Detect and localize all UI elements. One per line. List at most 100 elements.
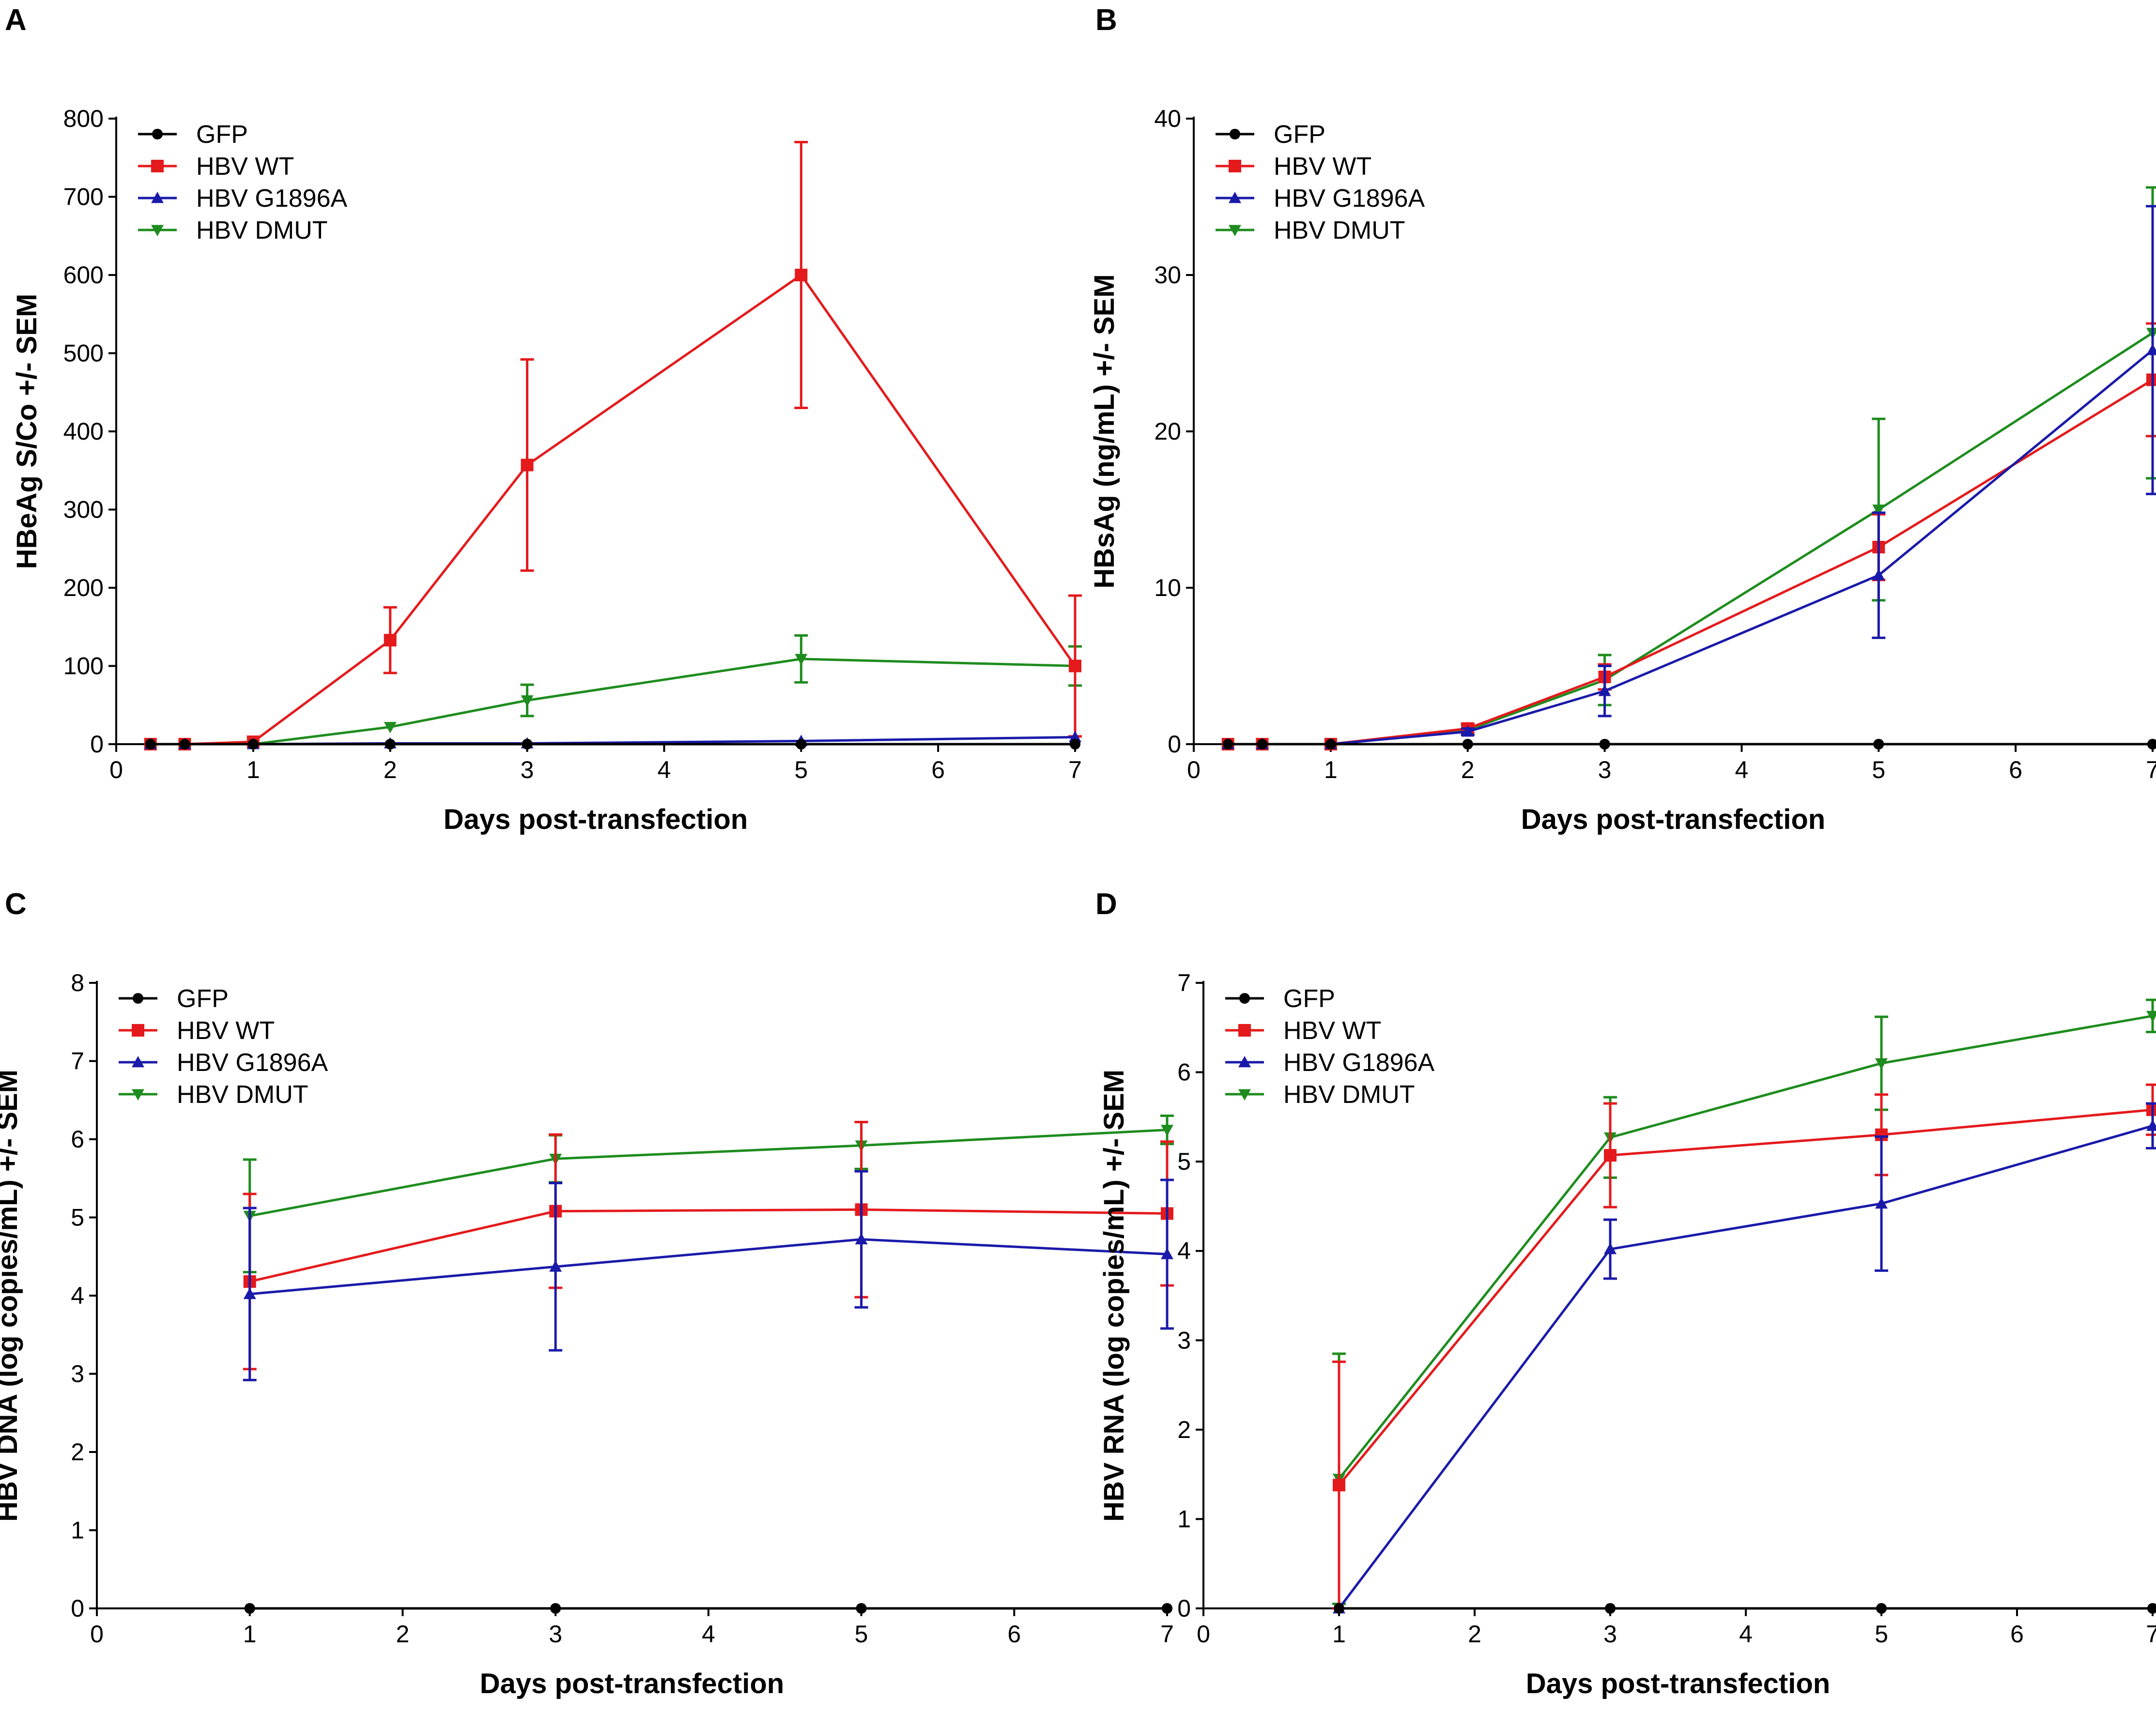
series-line <box>150 657 1076 746</box>
x-tick-label: 5 <box>794 756 808 783</box>
legend: GFP HBV WT HBV G1896A HBV DMUT <box>138 121 347 245</box>
panel-b: B 0 10 20 30 40 0 1 2 3 4 5 6 7 Days post-transfection… <box>1089 3 2156 835</box>
x-tick-label: 0 <box>90 1620 104 1648</box>
legend-label: GFP <box>1283 985 1335 1013</box>
data-point <box>1604 1603 1616 1614</box>
panel-letter: B <box>1095 3 1117 37</box>
data-point <box>796 738 807 750</box>
legend-label: HBV WT <box>1283 1017 1381 1045</box>
legend-label: HBV G1896A <box>177 1049 328 1077</box>
y-tick-label: 200 <box>63 574 104 601</box>
series-hbv-wt <box>1332 1083 2156 1610</box>
x-axis-title: Days post-transfection <box>480 1668 784 1699</box>
x-tick-label: 6 <box>2009 756 2022 783</box>
y-tick-label: 3 <box>71 1360 84 1388</box>
legend-label: GFP <box>1274 121 1325 149</box>
y-tick-label: 6 <box>71 1126 84 1153</box>
data-point <box>2146 373 2156 386</box>
series-hbv-dmut <box>144 634 1082 750</box>
data-point <box>1873 738 1884 750</box>
legend-marker <box>132 993 144 1004</box>
x-tick-label: 3 <box>1603 1620 1617 1648</box>
data-point <box>1461 725 1474 737</box>
y-tick-label: 100 <box>63 653 104 680</box>
legend-marker <box>1238 1089 1251 1101</box>
y-tick-label: 20 <box>1154 418 1181 445</box>
data-point <box>247 738 259 750</box>
y-tick-label: 400 <box>63 418 104 445</box>
y-tick-label: 7 <box>71 1048 84 1075</box>
legend: GFP HBV WT HBV G1896A HBV DMUT <box>1225 985 1434 1109</box>
data-point <box>1333 1603 1345 1614</box>
series-line <box>249 1129 1168 1217</box>
data-point <box>2146 1010 2156 1023</box>
y-tick-label: 30 <box>1154 261 1181 289</box>
legend-marker <box>151 192 164 203</box>
legend-label: HBV WT <box>1274 153 1371 181</box>
data-point <box>1325 738 1336 750</box>
x-tick-label: 3 <box>521 756 534 783</box>
x-tick-label: 4 <box>1735 756 1749 783</box>
series-line <box>1338 1108 2153 1486</box>
x-tick-label: 4 <box>1739 1620 1753 1648</box>
data-point <box>795 269 808 281</box>
y-tick-label: 800 <box>63 105 104 132</box>
series-line <box>249 1238 1168 1296</box>
x-tick-label: 2 <box>1468 1620 1481 1648</box>
data-point <box>2146 328 2156 339</box>
legend-marker <box>132 1024 144 1037</box>
series-hbv-dmut <box>1332 998 2156 1605</box>
y-tick-label: 2 <box>1177 1416 1191 1443</box>
legend-label: HBV DMUT <box>196 216 328 245</box>
x-axis-title: Days post-transfection <box>1526 1668 1830 1699</box>
panel-letter: C <box>5 887 27 921</box>
panel-a: A 0 100 200 300 400 500 600 700 800 0 1 2 3 4 5 6 7 Days p… <box>5 3 1082 835</box>
legend-marker <box>1229 225 1241 236</box>
y-tick-label: 40 <box>1154 105 1181 132</box>
legend-marker <box>152 128 163 140</box>
data-point <box>1876 1603 1887 1614</box>
legend-label: HBV G1896A <box>1274 184 1425 213</box>
data-point <box>2146 1119 2156 1131</box>
y-axis-title: HBV DNA (log copies/mL) +/- SEM <box>0 1070 23 1522</box>
y-tick-label: 10 <box>1154 574 1181 601</box>
y-tick-label: 0 <box>90 731 104 758</box>
legend-label: HBV WT <box>177 1017 275 1045</box>
y-tick-label: 300 <box>63 496 104 523</box>
series-hbv-dmut <box>1221 186 2156 750</box>
y-axis-title: HBV RNA (log copies/mL) +/- SEM <box>1098 1070 1130 1522</box>
x-tick-label: 7 <box>2146 756 2156 783</box>
legend-label: HBV DMUT <box>177 1081 308 1109</box>
x-tick-label: 1 <box>1324 756 1338 783</box>
data-point <box>1604 1243 1617 1254</box>
x-tick-label: 1 <box>243 1620 257 1648</box>
x-tick-label: 0 <box>1197 1620 1210 1648</box>
x-tick-label: 5 <box>1875 1620 1888 1648</box>
data-point <box>521 695 534 707</box>
series-line <box>150 273 1077 746</box>
x-tick-label: 6 <box>2010 1620 2024 1648</box>
x-tick-label: 4 <box>658 756 671 783</box>
legend-marker <box>1238 1024 1251 1037</box>
y-tick-label: 4 <box>71 1282 84 1309</box>
data-point <box>1257 738 1268 750</box>
x-tick-label: 5 <box>1872 756 1885 783</box>
panel-letter: D <box>1095 887 1117 921</box>
data-point <box>2146 1103 2156 1116</box>
data-point <box>179 738 190 750</box>
legend-marker <box>1229 192 1241 203</box>
legend-marker <box>1239 993 1250 1004</box>
data-point <box>1875 1197 1888 1209</box>
data-point <box>1875 1058 1888 1070</box>
data-point <box>1462 738 1473 750</box>
x-tick-label: 3 <box>549 1620 562 1648</box>
x-axis-title: Days post-transfection <box>1521 804 1825 835</box>
x-tick-label: 2 <box>1461 756 1475 783</box>
panel-c: C 0 1 2 3 4 5 6 7 8 0 1 2 3 4 5 6 7 Days post-transfection… <box>0 887 1174 1699</box>
data-point <box>1069 738 1081 750</box>
data-point <box>795 654 808 665</box>
x-tick-label: 1 <box>1332 1620 1346 1648</box>
y-tick-label: 1 <box>71 1517 84 1544</box>
y-tick-label: 0 <box>71 1595 84 1622</box>
legend-marker <box>1229 160 1241 172</box>
